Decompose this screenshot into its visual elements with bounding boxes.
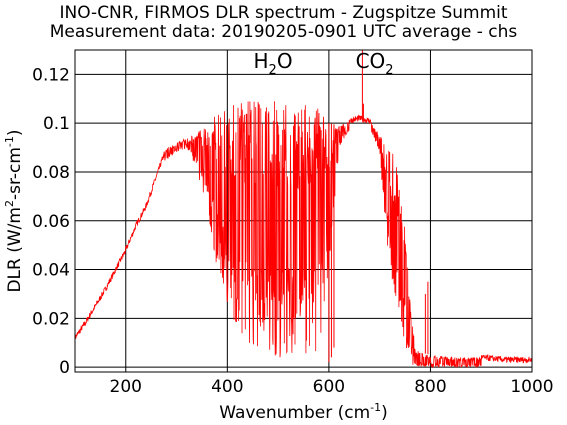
chart-subtitle: Measurement data: 20190205-0901 UTC aver… xyxy=(49,22,518,42)
y-tick-label: 0.1 xyxy=(43,114,70,134)
x-tick-label: 600 xyxy=(313,377,345,397)
band-label-subscript: 2 xyxy=(385,63,393,78)
y-axis-ticks: 0 0.02 0.04 0.06 0.08 0.1 0.12 xyxy=(32,65,70,378)
y-axis-label-s1: 2 xyxy=(3,200,16,207)
y-tick-label: 0.12 xyxy=(32,65,70,85)
plot-frame xyxy=(74,49,533,373)
series-layer xyxy=(74,50,533,369)
band-label-base: CO xyxy=(356,49,386,73)
band-label-tail: O xyxy=(277,49,293,73)
y-tick-label: 0.08 xyxy=(32,163,70,183)
x-axis-label-sup: -1 xyxy=(370,401,381,414)
x-tick-label: 200 xyxy=(110,377,142,397)
band-label: CO2 xyxy=(356,49,394,78)
x-tick-label: 1000 xyxy=(510,377,553,397)
band-label-base: H xyxy=(253,49,268,73)
x-tick-label: 400 xyxy=(211,377,243,397)
y-axis-label: DLR (W/m2-sr-cm-1) xyxy=(3,129,25,292)
x-axis-label-close: ) xyxy=(381,403,388,423)
x-axis-label-main: Wavenumber (cm xyxy=(219,403,370,423)
y-tick-label: 0.02 xyxy=(32,309,70,329)
band-label: H2O xyxy=(253,49,292,78)
y-tick-label: 0.04 xyxy=(32,261,70,281)
y-axis-label-s2: -1 xyxy=(3,136,16,147)
y-tick-label: 0 xyxy=(59,358,70,378)
x-axis-label: Wavenumber (cm-1) xyxy=(219,401,388,423)
y-axis-label-p1: DLR (W/m xyxy=(5,207,25,293)
chart-title: INO-CNR, FIRMOS DLR spectrum - Zugspitze… xyxy=(59,3,508,23)
x-axis-ticks: 200 400 600 800 1000 xyxy=(110,377,554,397)
band-label-subscript: 2 xyxy=(269,63,277,78)
y-axis-label-p3: ) xyxy=(5,129,25,136)
y-axis-label-p2: -sr-cm xyxy=(5,147,25,200)
annotations: H2O CO2 xyxy=(253,49,393,78)
spectrum-line xyxy=(74,101,533,369)
y-tick-label: 0.06 xyxy=(32,212,70,232)
x-tick-label: 800 xyxy=(414,377,446,397)
